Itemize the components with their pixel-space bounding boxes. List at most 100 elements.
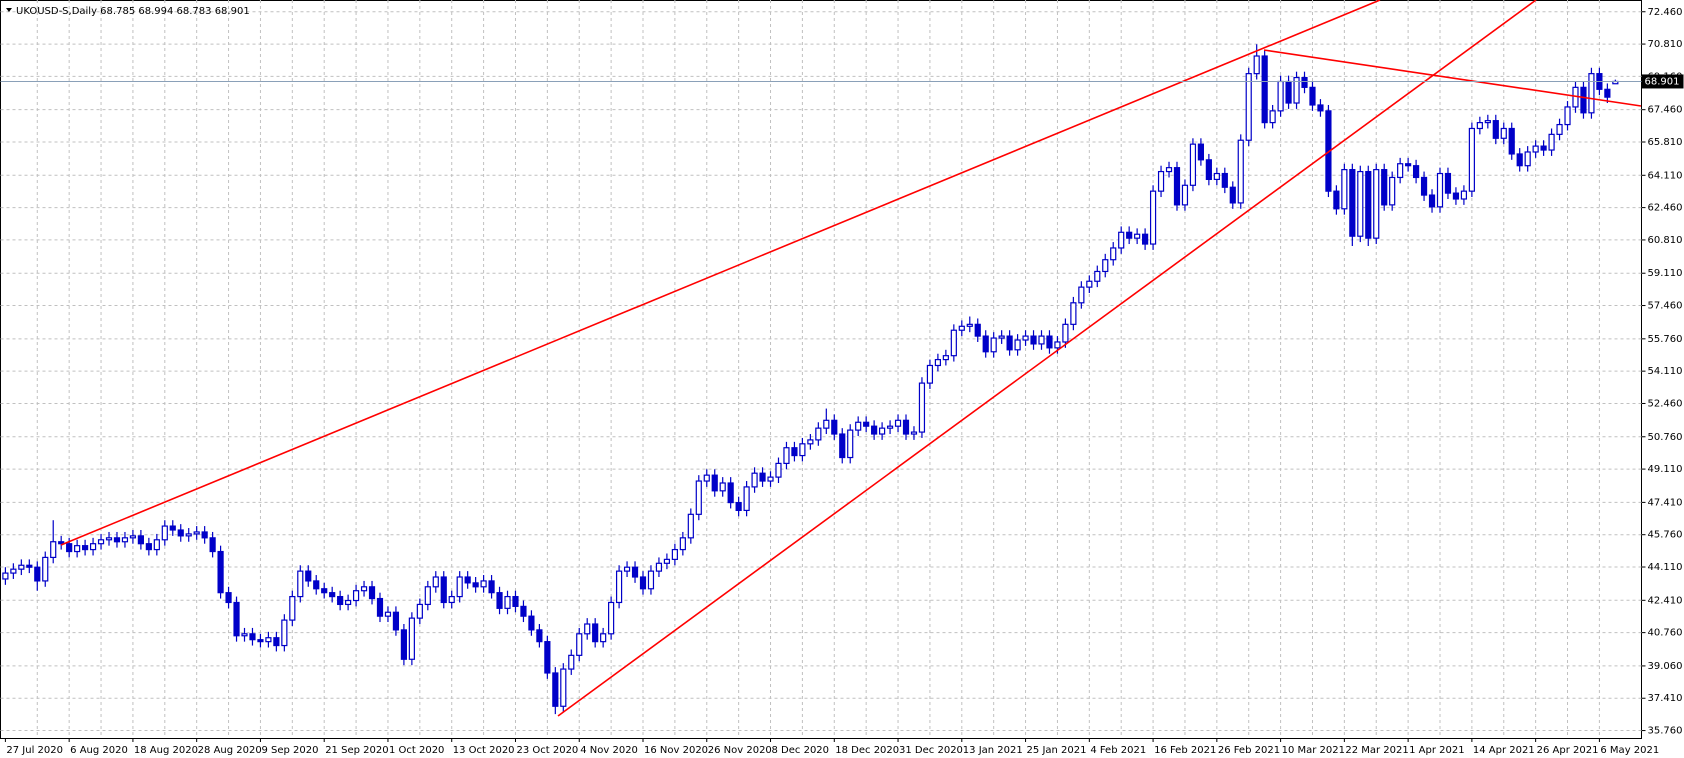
candle-body	[329, 592, 336, 598]
candle-body	[687, 513, 694, 539]
y-tick-label: 42.410	[1648, 595, 1683, 606]
candle-body	[1110, 247, 1117, 261]
candle-body	[647, 570, 655, 590]
axis: 72.46070.81069.16067.46065.81064.11062.4…	[0, 7, 1684, 756]
candle-body	[313, 580, 320, 590]
candle-body	[520, 605, 527, 617]
candle-body	[1381, 169, 1388, 206]
candle-body	[807, 439, 814, 445]
candle-body	[783, 447, 790, 465]
candle-body	[958, 325, 965, 331]
candle-body	[66, 543, 73, 553]
candle-body	[1428, 194, 1436, 208]
candle-body	[1054, 341, 1061, 349]
candle-body	[1070, 302, 1077, 325]
candle-body	[1213, 172, 1220, 181]
candle-body	[193, 531, 200, 535]
x-tick-label: 6 Aug 2020	[70, 745, 128, 756]
candle-body	[584, 623, 591, 635]
candle-body	[185, 533, 192, 537]
candle-body	[1293, 76, 1300, 104]
candle-body	[305, 570, 312, 582]
y-tick-label: 47.410	[1648, 497, 1683, 508]
candle-body	[1580, 86, 1587, 114]
candle-body	[480, 580, 487, 588]
candle-body	[1165, 167, 1173, 173]
candle-body	[1397, 163, 1404, 179]
candle-body	[1365, 170, 1372, 239]
candle-body	[990, 337, 997, 353]
candle-body	[1540, 145, 1547, 151]
y-tick-label: 50.760	[1648, 432, 1683, 443]
candle-body	[1468, 127, 1475, 192]
candle-body	[1412, 165, 1420, 179]
candle-body	[1373, 169, 1380, 239]
candle-body	[384, 611, 392, 617]
plot-frame	[0, 0, 1642, 739]
candle-body	[26, 564, 33, 568]
candle-body	[1389, 176, 1396, 206]
candle-body	[608, 601, 615, 635]
y-tick-label: 67.460	[1648, 105, 1683, 116]
candle-body	[1476, 122, 1483, 130]
candle-body	[1253, 55, 1260, 75]
candle-body	[2, 572, 9, 580]
candle-body	[615, 570, 623, 604]
candle-body	[1237, 139, 1244, 204]
candle-body	[504, 595, 511, 609]
candle-body	[376, 597, 384, 617]
candles	[2, 44, 1619, 715]
menu-arrow[interactable]	[6, 8, 12, 12]
candle-body	[1285, 80, 1292, 104]
x-tick-label: 1 Apr 2021	[1409, 745, 1464, 756]
x-tick-label: 10 Mar 2021	[1282, 745, 1345, 756]
candle-body	[496, 592, 503, 609]
x-tick-label: 28 Aug 2020	[198, 745, 262, 756]
x-tick-label: 8 Dec 2020	[772, 745, 830, 756]
grid	[0, 0, 1642, 738]
candle-body	[998, 335, 1005, 339]
bid-label-box	[1641, 74, 1684, 89]
candle-body	[1142, 233, 1149, 245]
x-tick-label: 18 Aug 2020	[134, 745, 198, 756]
x-tick-label: 4 Nov 2020	[580, 745, 638, 756]
candle-body	[201, 531, 208, 539]
y-tick-label: 59.110	[1648, 268, 1683, 279]
candle-body	[42, 556, 49, 582]
y-tick-label: 54.110	[1648, 366, 1683, 377]
candle-body	[918, 382, 926, 433]
x-tick-label: 9 Sep 2020	[261, 745, 318, 756]
candle-body	[831, 419, 838, 435]
candle-body	[1189, 143, 1197, 186]
candle-body	[512, 595, 519, 607]
x-tick-label: 4 Feb 2021	[1090, 745, 1146, 756]
y-tick-label: 60.810	[1648, 235, 1683, 246]
candle-body	[671, 548, 678, 560]
candle-body	[759, 472, 766, 482]
candle-body	[1261, 55, 1268, 124]
candle-body	[950, 329, 957, 357]
candle-body	[1405, 163, 1412, 167]
candle-body	[113, 537, 121, 543]
candle-body	[839, 433, 846, 459]
candle-body	[392, 611, 400, 631]
candle-body	[775, 462, 782, 478]
candle-body	[448, 595, 455, 604]
candle-body	[719, 482, 726, 492]
candle-body	[18, 564, 25, 570]
candle-body	[910, 431, 918, 435]
candle-body	[1046, 335, 1053, 349]
y-tick-label: 40.760	[1648, 628, 1683, 639]
candle-body	[926, 364, 934, 384]
candle-body	[1420, 176, 1428, 196]
candle-body	[1078, 286, 1085, 304]
candle-body	[1094, 270, 1101, 282]
candle-body	[265, 637, 272, 643]
y-tick-label: 45.760	[1648, 530, 1683, 541]
candle-body	[1556, 123, 1563, 135]
candle-body	[1173, 167, 1181, 206]
candle-body	[1564, 106, 1571, 126]
candle-body	[727, 482, 734, 504]
candle-body	[886, 425, 894, 429]
candle-body	[1086, 280, 1093, 288]
